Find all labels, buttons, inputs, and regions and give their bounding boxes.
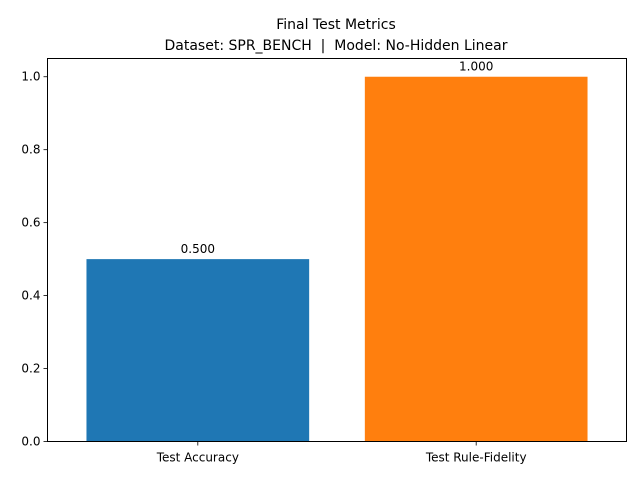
plot-frame (47, 58, 627, 442)
y-tick-label-4: 0.6 (21, 216, 40, 230)
y-tick-label-3: 0.4 (21, 289, 40, 303)
bar-1 (86, 259, 310, 442)
value-label-1: 0.500 (181, 242, 215, 256)
y-tick-label-2: 0.2 (21, 362, 40, 376)
x-tick-label-2: Test Rule-Fidelity (425, 451, 527, 465)
value-label-2: 1.000 (459, 60, 493, 74)
y-tick-label-5: 0.8 (21, 143, 40, 157)
bar-2 (364, 76, 588, 442)
chart-subtitle: Dataset: SPR_BENCH | Model: No-Hidden Li… (165, 38, 508, 54)
value-labels-group: 0.500 1.000 (181, 60, 494, 256)
x-axis: Test Accuracy Test Rule-Fidelity (156, 441, 527, 465)
y-tick-label-6: 1.0 (21, 70, 40, 84)
x-tick-label-1: Test Accuracy (156, 451, 239, 465)
bars-group (86, 76, 588, 442)
chart-title: Final Test Metrics (276, 17, 396, 33)
y-axis: 0.0 0.2 0.4 0.6 0.8 1.0 (21, 70, 48, 449)
y-tick-label-1: 0.0 (21, 435, 40, 449)
